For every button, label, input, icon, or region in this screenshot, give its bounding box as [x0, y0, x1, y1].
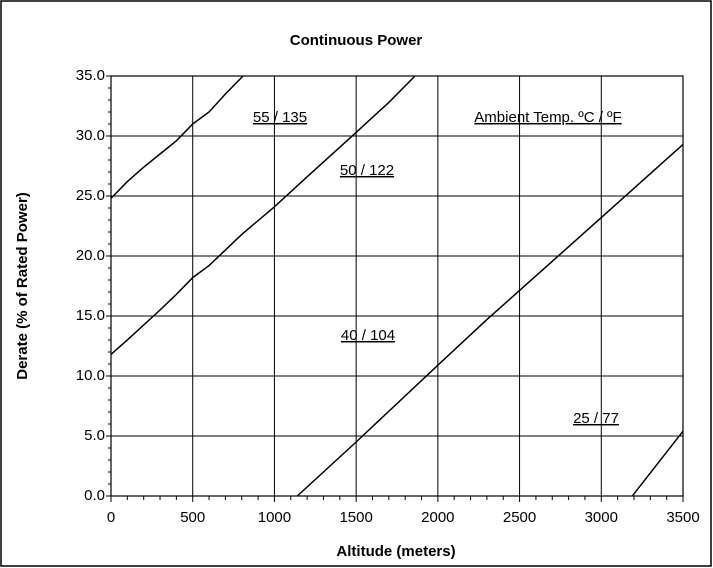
x-tick-label: 3500 — [666, 509, 699, 526]
y-tick-label: 15.0 — [76, 307, 105, 324]
y-tick-label: 30.0 — [76, 127, 105, 144]
x-tick-label: 1500 — [339, 509, 372, 526]
annotation: 50 / 122 — [340, 162, 394, 179]
x-axis-label: Altitude (meters) — [336, 543, 455, 560]
x-tick-label: 2000 — [421, 509, 454, 526]
x-tick-label: 3000 — [585, 509, 618, 526]
y-tick-label: 10.0 — [76, 367, 105, 384]
annotation: 40 / 104 — [341, 327, 395, 344]
plot-area — [110, 75, 684, 497]
series-line — [110, 75, 416, 355]
series-line — [110, 75, 244, 199]
y-tick-label: 35.0 — [76, 67, 105, 84]
annotation: 55 / 135 — [253, 109, 307, 126]
x-tick-label: 0 — [107, 509, 115, 526]
x-tick-label: 2500 — [503, 509, 536, 526]
y-axis-label: Derate (% of Rated Power) — [14, 192, 31, 380]
y-tick-label: 25.0 — [76, 187, 105, 204]
y-tick-label: 0.0 — [84, 487, 105, 504]
x-tick-label: 500 — [180, 509, 205, 526]
chart-title: Continuous Power — [290, 32, 423, 49]
series-line — [296, 143, 684, 497]
y-tick-label: 20.0 — [76, 247, 105, 264]
annotation: Ambient Temp. ºC / ºF — [474, 109, 621, 126]
y-tick-label: 5.0 — [84, 427, 105, 444]
x-tick-label: 1000 — [258, 509, 291, 526]
annotation: 25 / 77 — [573, 410, 619, 427]
series-line — [631, 430, 684, 497]
